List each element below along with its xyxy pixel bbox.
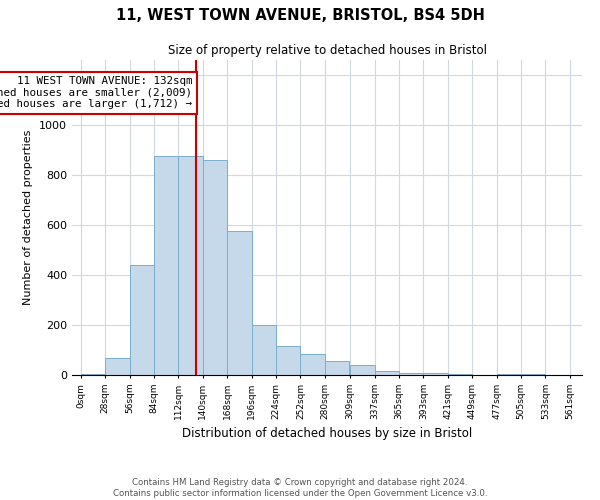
Bar — [301, 354, 325, 375]
Bar — [325, 361, 349, 375]
Bar — [448, 374, 472, 375]
Bar — [178, 156, 203, 375]
Text: Contains HM Land Registry data © Crown copyright and database right 2024.
Contai: Contains HM Land Registry data © Crown c… — [113, 478, 487, 498]
Bar — [399, 372, 424, 375]
Bar — [105, 358, 130, 375]
Bar — [81, 374, 105, 375]
Bar — [350, 365, 374, 375]
Bar — [374, 371, 399, 375]
Bar — [154, 156, 178, 375]
Bar — [227, 231, 251, 375]
Title: Size of property relative to detached houses in Bristol: Size of property relative to detached ho… — [167, 44, 487, 58]
Bar — [424, 372, 448, 375]
Bar — [251, 325, 276, 375]
Text: 11, WEST TOWN AVENUE, BRISTOL, BS4 5DH: 11, WEST TOWN AVENUE, BRISTOL, BS4 5DH — [116, 8, 484, 22]
X-axis label: Distribution of detached houses by size in Bristol: Distribution of detached houses by size … — [182, 428, 472, 440]
Bar — [130, 265, 154, 375]
Bar — [497, 374, 521, 375]
Bar — [521, 374, 545, 375]
Y-axis label: Number of detached properties: Number of detached properties — [23, 130, 34, 305]
Text: 11 WEST TOWN AVENUE: 132sqm
← 54% of detached houses are smaller (2,009)
46% of : 11 WEST TOWN AVENUE: 132sqm ← 54% of det… — [0, 76, 193, 110]
Bar — [203, 160, 227, 375]
Bar — [276, 346, 301, 375]
